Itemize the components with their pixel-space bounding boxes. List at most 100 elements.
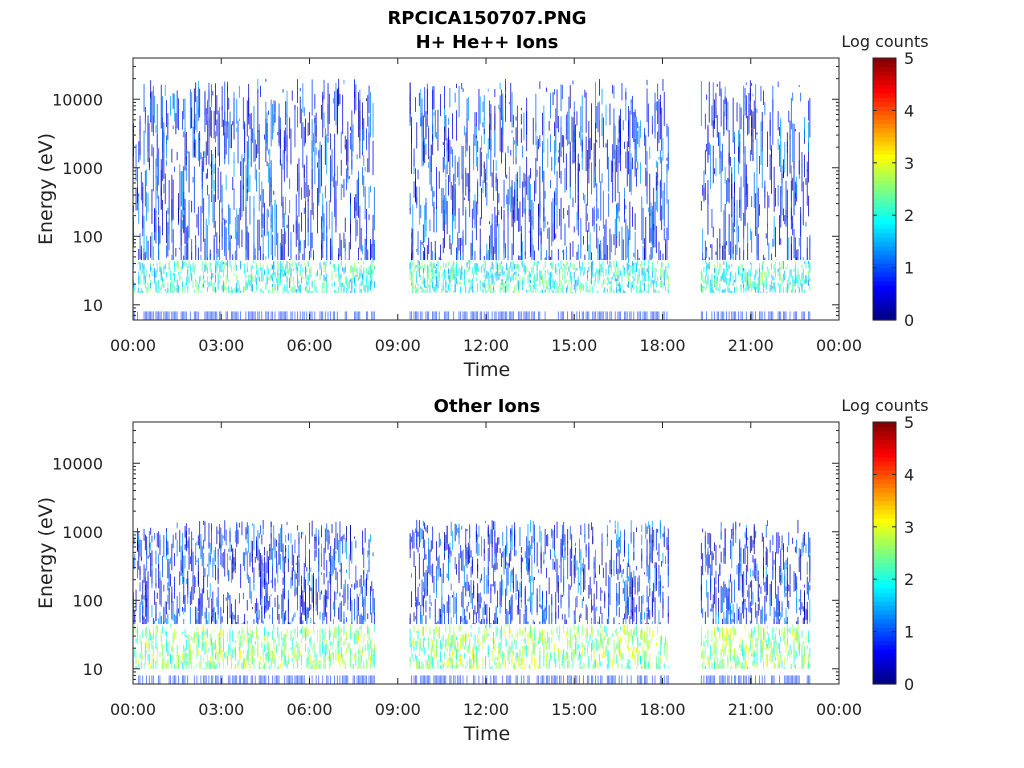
spectrogram-cell	[745, 273, 747, 283]
spectrogram-cell	[211, 599, 212, 617]
spectrogram-cell	[286, 521, 288, 526]
spectrogram-cell	[434, 269, 436, 274]
spectrogram-cell	[745, 101, 747, 110]
x-tick-label: 09:00	[375, 336, 421, 355]
spectrogram-cell	[182, 631, 183, 634]
spectrogram-cell	[442, 278, 444, 288]
spectrogram-cell	[144, 534, 146, 551]
spectrogram-cell	[260, 266, 261, 271]
spectrogram-cell	[232, 254, 234, 260]
spectrogram-cell	[519, 255, 521, 260]
spectrogram-cell	[658, 241, 660, 261]
spectrogram-cell	[258, 563, 260, 571]
spectrogram-cell	[421, 311, 423, 320]
spectrogram-cell	[775, 267, 776, 278]
spectrogram-cell	[151, 268, 153, 277]
spectrogram-cell	[297, 525, 298, 531]
spectrogram-cell	[289, 178, 291, 189]
spectrogram-cell	[600, 268, 602, 277]
spectrogram-cell	[726, 311, 727, 320]
spectrogram-cell	[253, 260, 255, 264]
spectrogram-cell	[282, 196, 284, 204]
spectrogram-cell	[253, 133, 255, 163]
spectrogram-cell	[285, 286, 287, 292]
spectrogram-cell	[295, 194, 297, 234]
colorbar-swatch	[873, 167, 896, 173]
spectrogram-cell	[560, 197, 562, 240]
spectrogram-cell	[245, 638, 247, 643]
spectrogram-cell	[277, 260, 279, 271]
spectrogram-cell	[282, 150, 284, 170]
spectrogram-cell	[188, 656, 190, 669]
spectrogram-cell	[759, 263, 760, 269]
spectrogram-cell	[223, 217, 224, 221]
spectrogram-cell	[295, 655, 297, 659]
spectrogram-cell	[203, 520, 205, 525]
spectrogram-cell	[360, 227, 362, 252]
spectrogram-cell	[192, 638, 194, 644]
spectrogram-cell	[654, 274, 656, 284]
spectrogram-cell	[207, 574, 208, 588]
spectrogram-cell	[264, 663, 265, 669]
spectrogram-cell	[798, 238, 800, 247]
spectrogram-cell	[211, 110, 212, 139]
spectrogram-cell	[185, 652, 187, 660]
spectrogram-cell	[199, 587, 201, 603]
spectrogram-cell	[592, 311, 594, 320]
spectrogram-cell	[651, 270, 653, 279]
spectrogram-cell	[544, 257, 546, 260]
spectrogram-cell	[520, 128, 522, 143]
spectrogram-cell	[355, 194, 357, 211]
spectrogram-cell	[215, 274, 216, 283]
spectrogram-cell	[150, 311, 151, 320]
spectrogram-cell	[321, 524, 322, 529]
spectrogram-cell	[245, 311, 247, 320]
spectrogram-cell	[490, 267, 492, 272]
spectrogram-cell	[421, 281, 423, 284]
spectrogram-cell	[264, 134, 265, 140]
spectrogram-cell	[328, 663, 330, 669]
spectrogram-cell	[287, 675, 289, 684]
spectrogram-cell	[425, 143, 427, 155]
spectrogram-cell	[493, 287, 494, 291]
spectrogram-cell	[576, 211, 578, 230]
spectrogram-cell	[143, 271, 145, 281]
spectrogram-cell	[212, 273, 214, 278]
spectrogram-cell	[227, 311, 228, 320]
spectrogram-cell	[282, 311, 284, 320]
spectrogram-cell	[171, 311, 173, 320]
spectrogram-cell	[282, 274, 284, 277]
spectrogram-cell	[328, 571, 330, 583]
spectrogram-cell	[422, 288, 424, 293]
spectrogram-cell	[794, 181, 796, 199]
spectrogram-cell	[744, 269, 746, 276]
spectrogram-cell	[526, 266, 528, 273]
spectrogram-cell	[726, 261, 727, 268]
colorbar-swatch	[873, 127, 896, 133]
spectrogram-cell	[704, 150, 706, 175]
spectrogram-cell	[148, 123, 150, 168]
spectrogram-cell	[162, 117, 163, 152]
spectrogram-cell	[321, 269, 322, 276]
spectrogram-cell	[143, 279, 145, 285]
spectrogram-cell	[286, 101, 288, 148]
spectrogram-cell	[359, 283, 361, 293]
spectrogram-cell	[609, 311, 611, 320]
spectrogram-cell	[209, 663, 211, 668]
spectrogram-cell	[162, 200, 163, 236]
spectrogram-cell	[238, 283, 240, 293]
spectrogram-cell	[716, 115, 718, 138]
spectrogram-cell	[307, 607, 309, 619]
spectrogram-cell	[666, 272, 668, 280]
spectrogram-cell	[248, 311, 249, 320]
spectrogram-cell	[245, 280, 247, 291]
spectrogram-cell	[294, 261, 296, 265]
spectrogram-cell	[223, 595, 224, 610]
spectrogram-cell	[461, 265, 463, 276]
spectrogram-cell	[783, 311, 784, 320]
spectrogram-cell	[311, 281, 313, 288]
spectrogram-cell	[174, 166, 175, 172]
spectrogram-cell	[281, 229, 283, 261]
spectrogram-cell	[535, 158, 537, 194]
spectrogram-cell	[473, 142, 475, 163]
